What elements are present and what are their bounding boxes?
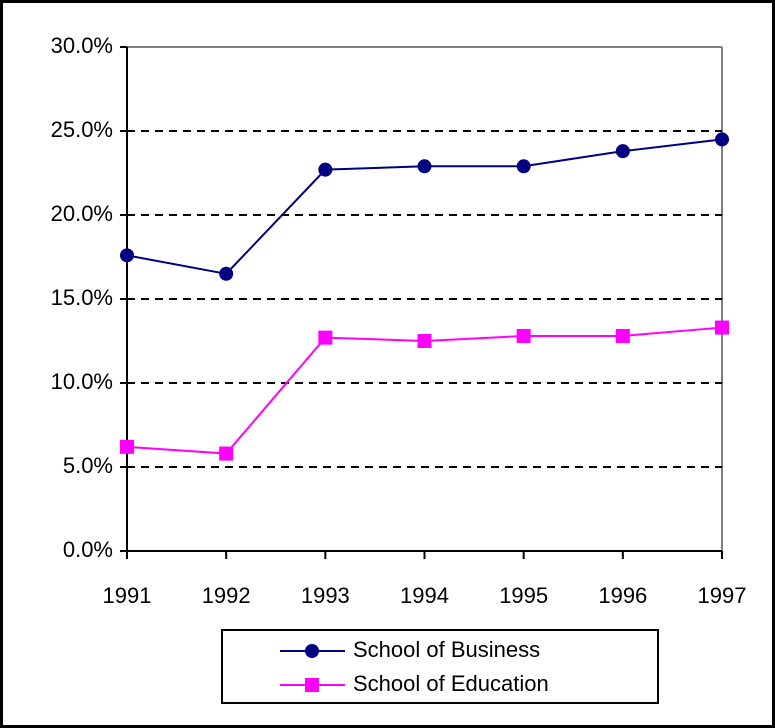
data-point [120, 439, 134, 454]
y-tick-label: 20.0% [51, 201, 113, 226]
x-tick-label: 1994 [400, 583, 449, 608]
x-tick-label: 1997 [698, 583, 747, 608]
data-point [615, 328, 630, 343]
data-point [120, 248, 134, 263]
legend-marker [305, 678, 319, 692]
y-tick-label: 0.0% [63, 537, 113, 562]
legend-label: School of Business [353, 637, 540, 662]
x-tick-label: 1992 [202, 583, 251, 608]
x-tick-label: 1993 [301, 583, 350, 608]
data-point [417, 159, 432, 174]
y-tick-label: 15.0% [51, 285, 113, 310]
data-point [516, 328, 531, 343]
data-point [219, 266, 234, 281]
y-tick-label: 25.0% [51, 117, 113, 142]
x-tick-label: 1991 [103, 583, 152, 608]
data-point [417, 334, 432, 348]
legend-marker [305, 644, 319, 658]
data-point [318, 330, 333, 345]
data-point [715, 320, 729, 335]
y-tick-label: 5.0% [63, 453, 113, 478]
x-tick-label: 1995 [499, 583, 548, 608]
data-point [615, 144, 630, 159]
x-tick-label: 1996 [598, 583, 647, 608]
data-point [219, 446, 234, 461]
y-tick-label: 30.0% [51, 33, 113, 58]
legend-box [221, 629, 659, 704]
y-tick-label: 10.0% [51, 369, 113, 394]
data-point [318, 162, 333, 177]
legend-label: School of Education [353, 671, 549, 696]
data-point [715, 132, 729, 147]
data-point [516, 159, 531, 174]
